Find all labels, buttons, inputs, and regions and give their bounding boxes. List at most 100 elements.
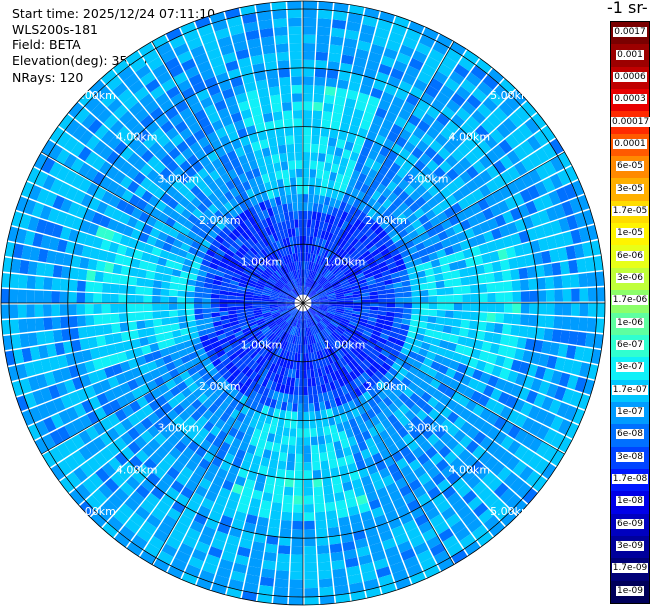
colorbar-tick-label: 3e-08 [616, 451, 644, 462]
ppi-gate-cell [331, 559, 345, 570]
ppi-gate-cell [304, 261, 308, 270]
ppi-gate-cell [365, 355, 375, 365]
ppi-gate-cell [179, 225, 191, 236]
ppi-gate-cell [361, 224, 370, 235]
ppi-gate-cell [362, 330, 372, 337]
ppi-gate-cell [120, 175, 133, 189]
ppi-gate-cell [322, 329, 330, 337]
ppi-gate-cell [499, 185, 512, 200]
ppi-gate-cell [377, 400, 388, 412]
ppi-gate-cell [290, 245, 295, 254]
ppi-gate-cell [332, 282, 341, 288]
ppi-gate-cell [270, 381, 278, 391]
ppi-gate-cell [344, 29, 360, 41]
ppi-gate-cell [429, 542, 446, 557]
ppi-gate-cell [272, 355, 280, 365]
ppi-gate-cell [162, 354, 173, 365]
ppi-gate-cell [289, 291, 297, 298]
ppi-gate-cell [418, 520, 434, 535]
ppi-gate-cell [400, 218, 412, 229]
ppi-gate-cell [225, 222, 236, 232]
ppi-gate-cell [562, 303, 572, 316]
ppi-gate-cell [528, 278, 538, 290]
ppi-gate-cell [305, 327, 309, 337]
ppi-gate-cell [327, 335, 335, 344]
ppi-gate-cell [429, 140, 443, 153]
ppi-gate-cell [304, 311, 308, 320]
ppi-gate-cell [397, 334, 407, 342]
ppi-gate-cell [273, 286, 282, 292]
ppi-gate-cell [420, 202, 432, 214]
ppi-gate-cell [187, 279, 197, 286]
ppi-gate-cell [167, 252, 178, 262]
ppi-gate-cell [327, 294, 336, 298]
ppi-gate-cell [261, 377, 269, 388]
ppi-gate-cell [287, 342, 293, 352]
ppi-gate-cell [228, 365, 238, 375]
ppi-gate-cell [323, 196, 331, 206]
ppi-gate-cell [292, 318, 297, 327]
ppi-gate-cell [330, 321, 339, 328]
ppi-gate-cell [289, 317, 295, 325]
ppi-gate-cell [288, 307, 297, 313]
ppi-gate-cell [446, 542, 463, 557]
ppi-gate-cell [304, 495, 314, 505]
ppi-gate-cell [463, 386, 475, 399]
ppi-gate-cell [100, 239, 112, 251]
ppi-gate-cell [264, 329, 272, 337]
ppi-gate-cell [77, 146, 92, 162]
ppi-gate-cell [370, 333, 380, 341]
ppi-gate-cell [211, 502, 225, 515]
ppi-gate-cell [188, 73, 203, 87]
ppi-gate-cell [282, 287, 290, 294]
ppi-gate-cell [295, 344, 299, 354]
ppi-gate-cell [565, 245, 577, 260]
ppi-gate-cell [344, 342, 353, 351]
ppi-gate-cell [211, 316, 221, 323]
ppi-gate-cell [445, 154, 459, 168]
ppi-gate-cell [352, 368, 362, 378]
ppi-gate-cell [271, 312, 281, 317]
ppi-gate-cell [92, 421, 107, 436]
ppi-gate-cell [78, 178, 92, 193]
ppi-gate-cell [304, 336, 308, 345]
ppi-gate-cell [498, 224, 511, 238]
ppi-gate-cell [199, 155, 211, 168]
ppi-gate-cell [387, 229, 398, 239]
ppi-gate-cell [296, 428, 303, 438]
ppi-gate-cell [129, 330, 139, 340]
ppi-gate-cell [71, 418, 86, 434]
ppi-gate-cell [175, 342, 186, 352]
ppi-gate-cell [294, 219, 299, 228]
ppi-gate-cell [204, 277, 214, 284]
ppi-gate-cell [362, 268, 372, 276]
ppi-gate-cell [128, 79, 145, 95]
ppi-gate-cell [399, 512, 414, 525]
ppi-gate-cell [511, 128, 527, 145]
ppi-gate-cell [346, 89, 359, 101]
ppi-gate-cell [225, 471, 237, 484]
ppi-gate-cell [464, 540, 481, 556]
ppi-gate-cell [231, 324, 241, 331]
ppi-gate-cell [502, 210, 515, 224]
ppi-gate-cell [384, 83, 398, 96]
ppi-gate-cell [81, 113, 97, 129]
ppi-gate-cell [177, 283, 187, 291]
ppi-gate-cell [130, 490, 145, 506]
ppi-gate-cell [200, 68, 215, 81]
ppi-gate-cell [362, 204, 372, 215]
ppi-gate-cell [332, 316, 342, 322]
ppi-gate-cell [235, 225, 245, 235]
ppi-gate-cell [422, 459, 435, 473]
ppi-gate-cell [415, 398, 427, 410]
ppi-gate-cell [371, 190, 382, 201]
ppi-gate-cell [339, 157, 349, 168]
ppi-gate-cell [305, 278, 309, 287]
ppi-gate-cell [167, 434, 180, 447]
ppi-gate-cell [185, 479, 199, 492]
ppi-gate-cell [276, 280, 285, 288]
ppi-gate-cell [19, 213, 32, 230]
ppi-gate-cell [459, 239, 471, 251]
ppi-gate-cell [194, 235, 205, 245]
ppi-gate-cell [164, 57, 180, 71]
